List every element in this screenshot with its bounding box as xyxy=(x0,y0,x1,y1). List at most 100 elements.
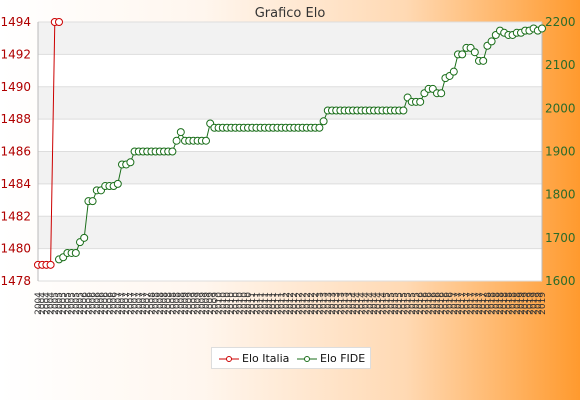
x-axis-tick-label: 2007 xyxy=(135,292,145,315)
grid-band xyxy=(38,183,542,217)
x-axis-tick-label: 2008 xyxy=(173,292,183,315)
x-axis-tick-label: 2018 xyxy=(513,292,523,315)
x-axis-tick-label: 2010 xyxy=(231,292,241,315)
x-axis-tick-label: 2019 xyxy=(525,292,535,315)
x-axis-tick-label: 2013 xyxy=(345,292,355,315)
x-axis-tick-label: 2014 xyxy=(374,292,384,315)
x-axis-tick-label: 2004 xyxy=(42,292,52,315)
x-axis-tick-label: 2006 xyxy=(110,292,120,315)
data-point xyxy=(126,158,135,167)
x-axis-tick-label: 2018 xyxy=(496,292,506,315)
x-axis-tick-label: 2010 xyxy=(215,292,225,315)
right-axis-tick-label: 2000 xyxy=(545,101,576,115)
x-axis-tick-label: 2017 xyxy=(475,292,485,315)
x-axis-tick-label: 2009 xyxy=(189,292,199,315)
x-axis-tick-label: 2016 xyxy=(437,292,447,315)
x-axis-tick-label: 2006 xyxy=(93,292,103,315)
data-point xyxy=(88,197,97,206)
x-axis-tick-label: 2010 xyxy=(236,292,246,315)
grid-lines xyxy=(37,21,543,282)
x-axis-tick-label: 2008 xyxy=(152,292,162,315)
legend-marker-red-icon xyxy=(219,356,239,362)
x-axis-tick-label: 2007 xyxy=(126,292,136,315)
x-axis-tick-label: 2012 xyxy=(303,292,313,315)
x-axis-tick-label: 2005 xyxy=(68,292,78,315)
series-elo-italia xyxy=(34,18,63,269)
x-axis-tick-label: 2012 xyxy=(290,292,300,315)
right-axis-tick-label: 1600 xyxy=(545,274,576,288)
grid-band xyxy=(38,54,542,87)
x-axis-tick-label: 2011 xyxy=(261,292,271,315)
grid-bands xyxy=(38,22,542,281)
x-axis-tick-label: 2012 xyxy=(311,292,321,315)
x-axis-tick-label: 2014 xyxy=(349,292,359,315)
x-axis-tick-label: 2019 xyxy=(538,292,548,315)
left-axis-tick-label: 1478 xyxy=(0,274,31,288)
legend: Elo Italia Elo FIDE xyxy=(211,347,371,369)
x-axis-tick-label: 2008 xyxy=(177,292,187,315)
x-axis-tick-label: 2004 xyxy=(47,292,57,315)
x-axis-tick-label: 2017 xyxy=(450,292,460,315)
x-axis-tick-label: 2013 xyxy=(341,292,351,315)
x-axis-tick-label: 2006 xyxy=(89,292,99,315)
x-axis-tick-label: 2005 xyxy=(59,292,69,315)
x-axis-tick-label: 2006 xyxy=(97,292,107,315)
x-axis-tick-label: 2017 xyxy=(462,292,472,315)
x-axis-tick-label: 2016 xyxy=(446,292,456,315)
x-axis-tick-label: 2009 xyxy=(194,292,204,315)
x-axis-tick-label: 2009 xyxy=(181,292,191,315)
series-elo-fide xyxy=(55,24,546,264)
x-axis-tick-label: 2015 xyxy=(395,292,405,315)
x-axis-tick-label: 2011 xyxy=(269,292,279,315)
x-axis-tick-label: 2015 xyxy=(383,292,393,315)
data-point xyxy=(449,67,458,76)
x-axis-tick-label: 2005 xyxy=(55,292,65,315)
right-axis-tick-label: 1900 xyxy=(545,145,576,159)
right-axis-ticks: 1600 1700 1800 1900 2000 2100 2200 xyxy=(545,15,576,288)
x-axis-tick-label: 2014 xyxy=(362,292,372,315)
x-axis-tick-label: 2009 xyxy=(185,292,195,315)
x-axis-tick-label: 2018 xyxy=(488,292,498,315)
x-axis-tick-label: 2010 xyxy=(240,292,250,315)
x-axis-tick-label: 2015 xyxy=(399,292,409,315)
x-axis-tick-label: 2008 xyxy=(160,292,170,315)
x-axis-tick-label: 2005 xyxy=(76,292,86,315)
right-axis-tick-label: 1800 xyxy=(545,188,576,202)
x-axis-tick-label: 2015 xyxy=(387,292,397,315)
x-axis-tick-label: 2017 xyxy=(454,292,464,315)
left-axis-tick-label: 1488 xyxy=(0,112,31,126)
x-axis-tick-label: 2009 xyxy=(198,292,208,315)
data-point xyxy=(176,128,185,137)
x-axis-tick-label: 2014 xyxy=(378,292,388,315)
left-axis-tick-label: 1490 xyxy=(0,80,31,94)
x-axis-tick-label: 2005 xyxy=(63,292,73,315)
x-axis-tick-label: 2017 xyxy=(479,292,489,315)
x-axis-tick-label: 2007 xyxy=(139,292,149,315)
x-axis-tick-label: 2014 xyxy=(357,292,367,315)
x-axis-tick-label: 2017 xyxy=(471,292,481,315)
x-axis-tick-label: 2019 xyxy=(521,292,531,315)
grid-band xyxy=(38,216,542,249)
x-axis-tick-label: 2004 xyxy=(34,292,44,315)
x-axis-tick-label: 2010 xyxy=(227,292,237,315)
x-axis-tick-label: 2013 xyxy=(324,292,334,315)
data-point xyxy=(470,48,479,57)
data-point xyxy=(437,89,446,98)
x-axis-tick-label: 2007 xyxy=(143,292,153,315)
data-point xyxy=(172,136,181,145)
data-point xyxy=(55,18,63,26)
x-axis-tick-label: 2015 xyxy=(408,292,418,315)
data-point xyxy=(46,260,55,269)
data-point xyxy=(458,50,467,59)
x-axis-tick-label: 2012 xyxy=(307,292,317,315)
x-axis-tick-label: 2007 xyxy=(118,292,128,315)
left-axis-tick-label: 1492 xyxy=(0,47,31,61)
x-axis-tick-label: 2016 xyxy=(429,292,439,315)
x-axis-tick-label: 2018 xyxy=(509,292,519,315)
data-point xyxy=(479,56,488,65)
x-axis-tick-label: 2006 xyxy=(101,292,111,315)
x-axis-tick-label: 2012 xyxy=(286,292,296,315)
x-axis-tick-label: 2011 xyxy=(257,292,267,315)
left-axis-tick-label: 1482 xyxy=(0,209,31,223)
left-axis-tick-label: 1494 xyxy=(0,15,31,29)
